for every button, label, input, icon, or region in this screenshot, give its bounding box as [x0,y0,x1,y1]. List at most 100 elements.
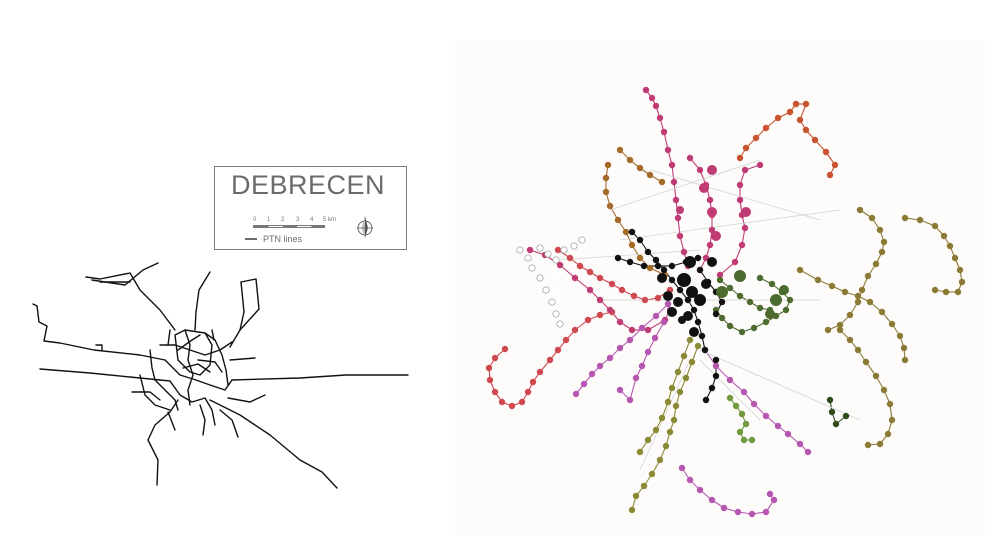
graph-node [644,326,652,334]
graph-edge [539,239,583,249]
graph-edge [649,169,821,221]
graph-node [686,154,694,162]
graph-node [726,284,734,292]
graph-node [676,206,684,214]
graph-node [508,402,516,410]
graph-node [884,430,892,438]
graph-node [616,146,624,154]
graph-node [638,362,646,370]
graph-node [684,256,696,268]
graph-node [652,426,660,434]
graph-node [736,196,744,204]
graph-node [712,356,720,364]
graph-node [846,311,854,319]
graph-node [736,292,744,300]
graph-node [676,232,684,240]
graph-node [750,400,758,408]
graph-node [680,248,688,256]
graph-node [762,508,770,516]
graph-node [552,310,560,318]
graph-node [901,214,909,222]
graph-node [786,296,794,304]
graph-node [578,236,586,244]
graph-node [858,286,866,294]
north-arrow-icon [357,216,373,238]
graph-node [770,294,782,306]
graph-node [802,100,810,108]
graph-node [696,266,704,274]
graph-node [554,246,562,254]
graph-node [886,400,894,408]
ptn-lines [32,262,409,489]
graph-node [690,306,698,314]
graph-node [876,226,884,234]
graph-node [752,134,760,142]
graph-node [701,279,711,289]
graph-node [738,328,746,336]
graph-node [696,486,704,494]
network-graph-panel [455,40,985,535]
graph-node [708,384,716,392]
graph-node [602,188,610,196]
graph-node [900,344,908,352]
graph-node [570,242,578,250]
graph-node [688,358,696,366]
scale-tick-3: 3 [296,217,300,223]
graph-node [792,100,800,108]
scale-bar [253,225,325,228]
graph-node [712,372,720,380]
graph-node [706,196,714,204]
graph-node [836,326,844,334]
graph-node [485,364,493,372]
graph-node [548,298,556,306]
graph-node [664,300,672,308]
graph-node [576,262,584,270]
graph-node [666,428,674,436]
graph-node [636,448,644,456]
graph-node [762,124,770,132]
graph-node [584,316,592,324]
graph-node [546,356,554,364]
graph-node [596,296,604,304]
graph-edge [639,359,691,471]
graph-node [658,178,666,186]
graph-node [657,273,667,283]
graph-nodes [485,86,966,518]
graph-node [651,334,659,342]
graph-node [956,266,964,274]
graph-node [556,320,564,328]
graph-node [542,286,550,294]
graph-node [636,236,644,244]
graph-node [676,286,684,294]
graph-node [672,402,680,410]
graph-node [491,388,499,396]
graph-node [628,506,636,514]
graph-node [544,250,552,258]
graph-node [824,326,832,334]
graph-node [662,442,670,450]
graph-node [606,202,614,210]
graph-node [652,312,660,320]
graph-node [648,94,656,102]
graph-node [664,398,672,406]
graph-node [836,321,844,329]
graph-node [689,327,699,337]
graph-node [596,274,604,282]
graph-node [796,116,804,124]
graph-node [636,254,644,262]
graph-node [842,412,850,420]
graph-edges [488,89,963,515]
graph-node [694,342,702,350]
network-graph [485,86,966,518]
graph-node [644,436,652,444]
graph-edge [619,209,841,241]
graph-node [864,441,872,449]
network-map [32,262,409,489]
graph-node [518,398,526,406]
graph-node [678,316,686,324]
graph-node [588,370,596,378]
graph-node [677,273,691,287]
graph-node [632,492,640,500]
graph-node [668,262,676,270]
graph-node [762,318,770,326]
